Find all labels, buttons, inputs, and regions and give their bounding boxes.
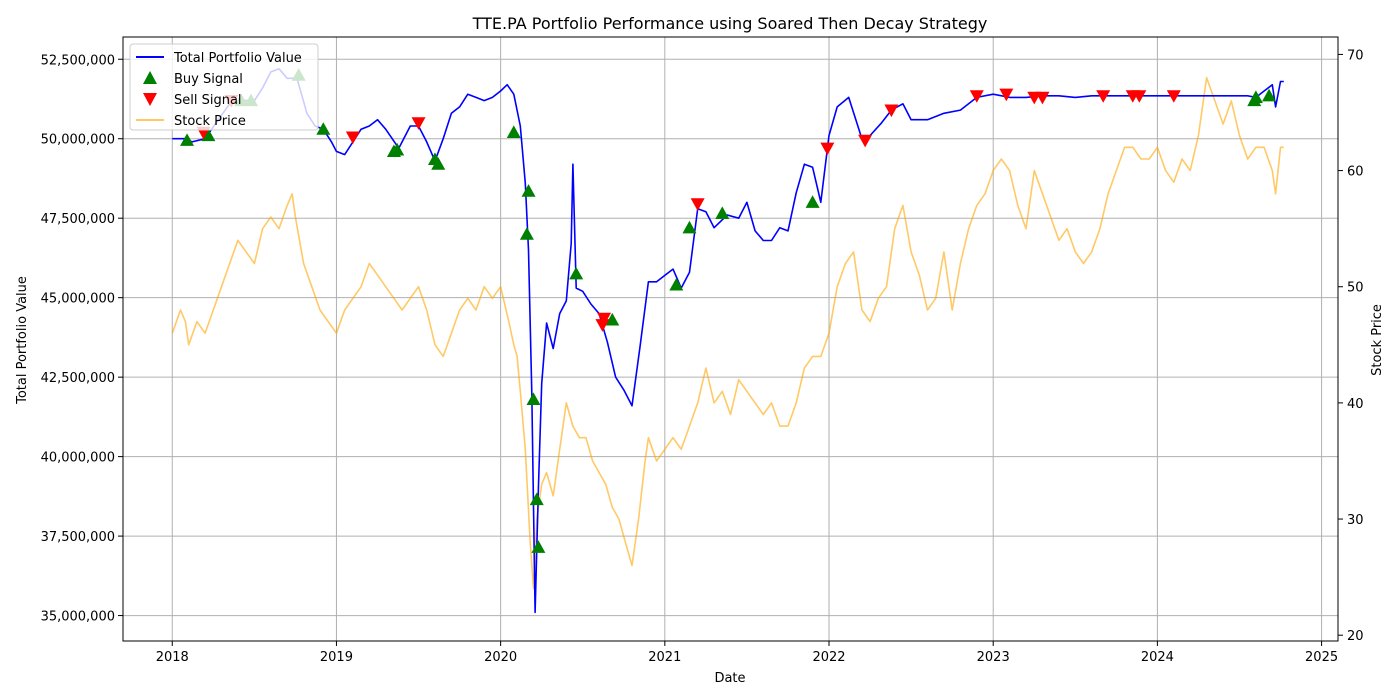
sell-signal-marker [969, 90, 984, 103]
y-tick-label: 45,000,000 [41, 292, 115, 307]
sell-signal-marker [1096, 90, 1111, 103]
portfolio-value-line [172, 68, 1284, 614]
x-tick-label: 2019 [320, 650, 353, 665]
legend-swatch-buy [143, 71, 157, 84]
x-tick-label: 2022 [812, 650, 845, 665]
buy-signal-marker [529, 492, 544, 506]
sell-signal-marker [858, 134, 873, 148]
buy-signal-marker [526, 392, 541, 405]
y-tick-label: 35,000,000 [41, 610, 115, 625]
y2-tick-label: 60 [1347, 165, 1364, 180]
x-tick-label: 2025 [1305, 650, 1338, 665]
sell-signal-marker [1035, 91, 1050, 105]
legend-box [129, 43, 319, 131]
y2-tick-label: 50 [1347, 281, 1364, 296]
legend-label: Stock Price [174, 114, 246, 129]
buy-signal-marker [605, 312, 620, 326]
y-tick-label: 52,500,000 [41, 53, 115, 68]
buy-signal-marker [431, 157, 446, 170]
y2-axis-label: Stock Price [1370, 304, 1385, 376]
buy-signal-marker [669, 277, 684, 291]
x-tick-label: 2021 [648, 650, 681, 665]
buy-signal-marker [1248, 90, 1263, 103]
sell-signal-marker [820, 142, 835, 156]
sell-signal-marker [690, 198, 705, 211]
buy-signal-marker [531, 540, 546, 553]
buy-signal-marker [180, 133, 195, 146]
x-axis-ticks: 2018 2019 2020 2021 2022 2023 2024 2025 [156, 641, 1338, 665]
chart-title: TTE.PA Portfolio Performance using Soare… [472, 14, 988, 33]
grid-lines [123, 37, 1338, 641]
y2-tick-label: 70 [1347, 48, 1364, 63]
sell-signal-marker [1166, 90, 1181, 103]
buy-signal-marker [390, 142, 405, 156]
y2-axis-ticks: 20 30 40 50 60 70 [1338, 48, 1364, 644]
x-tick-label: 2024 [1141, 650, 1174, 665]
y-tick-label: 50,000,000 [41, 133, 115, 148]
y-tick-label: 40,000,000 [41, 451, 115, 466]
y-tick-label: 47,500,000 [41, 212, 115, 227]
x-axis-label: Date [714, 671, 745, 686]
legend: Total Portfolio Value Buy Signal Sell Sign… [129, 43, 319, 131]
buy-signal-marker [805, 195, 820, 208]
sell-signal-marker [597, 312, 612, 326]
stock-price-series [171, 76, 1284, 590]
x-tick-label: 2023 [977, 650, 1010, 665]
portfolio-value-series [172, 68, 1284, 614]
buy-signal-marker [1262, 88, 1277, 102]
y2-tick-label: 30 [1347, 513, 1364, 528]
sell-signal-marker [411, 117, 426, 130]
legend-label: Total Portfolio Value [173, 51, 302, 66]
buy-signal-marker [715, 206, 730, 220]
legend-swatch-sell [143, 93, 157, 106]
plot-frame [122, 36, 1339, 642]
buy-signal-marker [569, 266, 584, 280]
y-axis-ticks: 35,000,000 37,500,000 40,000,000 42,500,000… [41, 53, 123, 625]
sell-signal-marker [345, 131, 360, 145]
y-tick-label: 42,500,000 [41, 371, 115, 386]
legend-label: Sell Signal [174, 93, 242, 108]
sell-signal-marker [1132, 90, 1147, 103]
x-tick-label: 2020 [484, 650, 517, 665]
y-tick-label: 37,500,000 [41, 530, 115, 545]
buy-signal-marker [316, 122, 331, 135]
buy-signal-marker [506, 125, 521, 138]
signal-markers [180, 68, 1277, 553]
y-axis-label: Total Portfolio Value [15, 276, 30, 405]
y2-tick-label: 40 [1347, 397, 1364, 412]
buy-signal-marker [519, 227, 534, 240]
buy-signal-marker [201, 128, 216, 142]
y2-tick-label: 20 [1347, 629, 1364, 644]
buy-signal-marker [682, 220, 697, 234]
x-tick-label: 2018 [156, 650, 189, 665]
sell-signal-marker [999, 88, 1014, 102]
buy-signal-marker [521, 184, 536, 197]
sell-signal-marker [595, 319, 610, 332]
stock-price-line [171, 76, 1284, 590]
sell-signal-marker [884, 104, 899, 118]
legend-label: Buy Signal [174, 72, 243, 87]
